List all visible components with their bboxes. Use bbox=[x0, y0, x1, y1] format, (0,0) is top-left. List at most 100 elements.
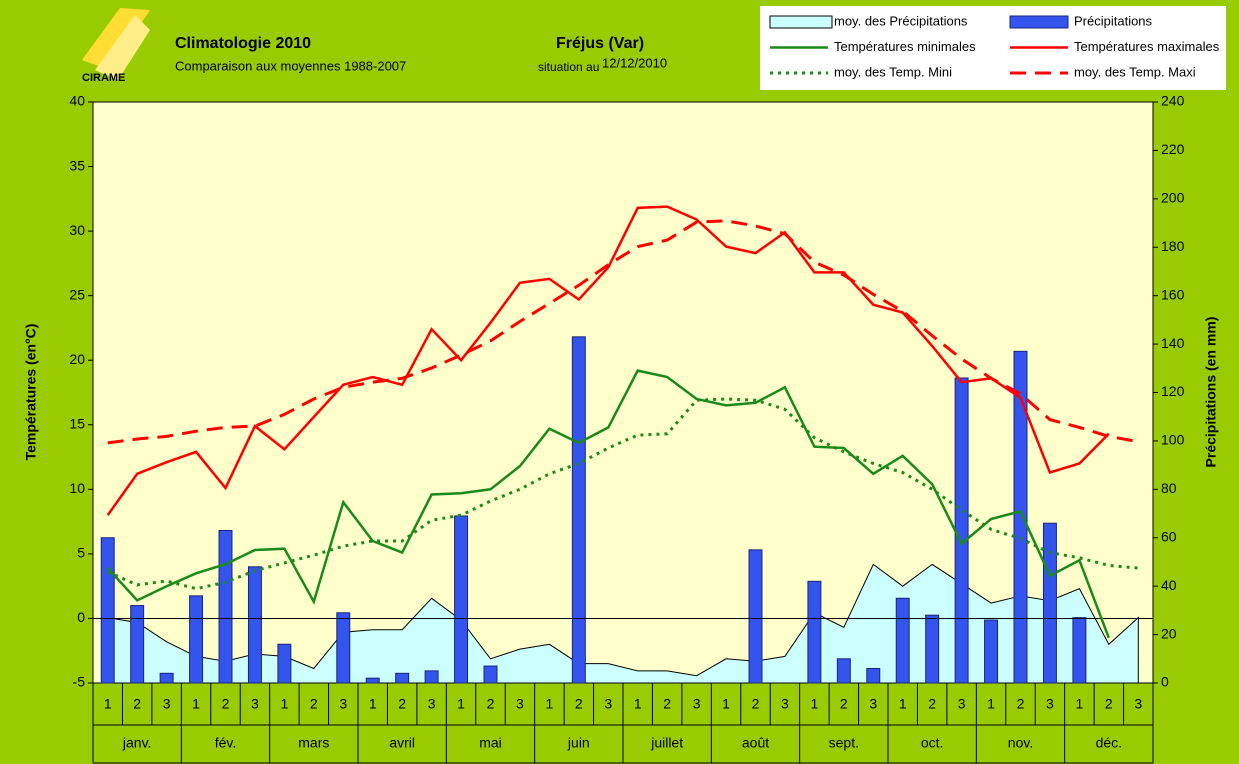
month-label: avril bbox=[389, 735, 415, 751]
y2-tick-label: 120 bbox=[1161, 383, 1185, 399]
x-tick-label: 2 bbox=[222, 696, 230, 712]
x-tick-label: 1 bbox=[899, 696, 907, 712]
x-tick-label: 1 bbox=[634, 696, 642, 712]
x-tick-label: 1 bbox=[545, 696, 553, 712]
bar bbox=[218, 529, 233, 684]
x-tick-label: 3 bbox=[163, 696, 171, 712]
bar bbox=[424, 670, 439, 684]
x-tick-label: 1 bbox=[192, 696, 200, 712]
month-label: août bbox=[742, 735, 769, 751]
legend-label: moy. des Temp. Maxi bbox=[1074, 64, 1196, 79]
bar bbox=[1013, 350, 1028, 684]
bar bbox=[807, 580, 822, 684]
bar bbox=[483, 665, 498, 684]
x-tick-label: 2 bbox=[575, 696, 583, 712]
x-tick-label: 3 bbox=[516, 696, 524, 712]
y2-tick-label: 20 bbox=[1161, 625, 1177, 641]
y-tick-label: 5 bbox=[77, 545, 85, 561]
bar bbox=[100, 537, 115, 684]
y-tick-label: 20 bbox=[69, 351, 85, 367]
date: 12/12/2010 bbox=[602, 55, 667, 70]
month-label: déc. bbox=[1096, 735, 1122, 751]
y-tick-label: 0 bbox=[77, 609, 85, 625]
line bbox=[106, 369, 1110, 639]
bar bbox=[189, 595, 204, 684]
legend-label: moy. des Temp. Mini bbox=[834, 64, 952, 79]
month-label: nov. bbox=[1008, 735, 1033, 751]
bar bbox=[866, 667, 881, 684]
station: Fréjus (Var) bbox=[556, 35, 644, 52]
y2-axis-label: Précipitations (en mm) bbox=[1203, 317, 1219, 468]
bar bbox=[395, 672, 410, 684]
y-tick-label: 40 bbox=[69, 93, 85, 109]
legend-label: Températures minimales bbox=[834, 39, 976, 54]
bar bbox=[925, 614, 940, 684]
month-label: mars bbox=[298, 735, 329, 751]
y2-tick-label: 140 bbox=[1161, 335, 1185, 351]
bar bbox=[571, 336, 586, 684]
y-tick-label: -5 bbox=[73, 674, 86, 690]
bar bbox=[954, 377, 969, 684]
bar bbox=[130, 605, 145, 684]
y2-tick-label: 180 bbox=[1161, 238, 1185, 254]
bar bbox=[748, 549, 763, 684]
y2-tick-label: 100 bbox=[1161, 432, 1185, 448]
legend-swatch bbox=[769, 15, 833, 29]
logo: CIRAME bbox=[82, 8, 150, 84]
x-tick-label: 3 bbox=[1134, 696, 1142, 712]
plot-area bbox=[92, 101, 1154, 684]
legend-box bbox=[760, 6, 1226, 90]
y2-tick-label: 40 bbox=[1161, 577, 1177, 593]
x-tick-label: 2 bbox=[840, 696, 848, 712]
x-tick-label: 1 bbox=[810, 696, 818, 712]
x-tick-label: 3 bbox=[1046, 696, 1054, 712]
x-tick-label: 3 bbox=[428, 696, 436, 712]
x-tick-label: 2 bbox=[752, 696, 760, 712]
chart-subtitle: Comparaison aux moyennes 1988-2007 bbox=[175, 58, 406, 73]
x-tick-label: 1 bbox=[987, 696, 995, 712]
x-tick-label: 1 bbox=[280, 696, 288, 712]
x-tick-label: 3 bbox=[869, 696, 877, 712]
legend-label: Températures maximales bbox=[1074, 39, 1220, 54]
y2-tick-label: 200 bbox=[1161, 190, 1185, 206]
bar bbox=[365, 677, 380, 684]
y2-tick-label: 240 bbox=[1161, 93, 1185, 109]
x-tick-label: 1 bbox=[369, 696, 377, 712]
logo-text: CIRAME bbox=[82, 72, 125, 84]
y2-tick-label: 80 bbox=[1161, 480, 1177, 496]
legend-label: moy. des Précipitations bbox=[834, 13, 968, 28]
bar bbox=[159, 672, 174, 684]
x-tick-label: 2 bbox=[133, 696, 141, 712]
y2-tick-label: 220 bbox=[1161, 141, 1185, 157]
x-tick-label: 2 bbox=[663, 696, 671, 712]
bar bbox=[984, 619, 999, 684]
bar bbox=[895, 597, 910, 684]
bar bbox=[277, 643, 292, 684]
x-tick-label: 2 bbox=[1105, 696, 1113, 712]
y-tick-label: 25 bbox=[69, 286, 85, 302]
x-tick-label: 1 bbox=[457, 696, 465, 712]
y-tick-label: 35 bbox=[69, 157, 85, 173]
legend-swatch bbox=[1009, 15, 1069, 29]
y-tick-label: 10 bbox=[69, 480, 85, 496]
y2-tick-label: 160 bbox=[1161, 286, 1185, 302]
date-caption: situation au bbox=[538, 60, 599, 74]
x-tick-label: 2 bbox=[398, 696, 406, 712]
x-tick-label: 3 bbox=[604, 696, 612, 712]
x-tick-label: 3 bbox=[781, 696, 789, 712]
area bbox=[107, 563, 1139, 684]
y-tick-label: 30 bbox=[69, 222, 85, 238]
x-tick-label: 1 bbox=[722, 696, 730, 712]
month-label: juin bbox=[567, 735, 590, 751]
y2-tick-label: 60 bbox=[1161, 528, 1177, 544]
x-tick-label: 2 bbox=[1017, 696, 1025, 712]
line bbox=[107, 219, 1139, 445]
line bbox=[106, 205, 1110, 516]
x-tick-label: 2 bbox=[487, 696, 495, 712]
bar bbox=[836, 658, 851, 684]
x-tick-label: 2 bbox=[928, 696, 936, 712]
x-tick-label: 3 bbox=[339, 696, 347, 712]
x-tick-label: 3 bbox=[958, 696, 966, 712]
y2-tick-label: 0 bbox=[1161, 674, 1169, 690]
